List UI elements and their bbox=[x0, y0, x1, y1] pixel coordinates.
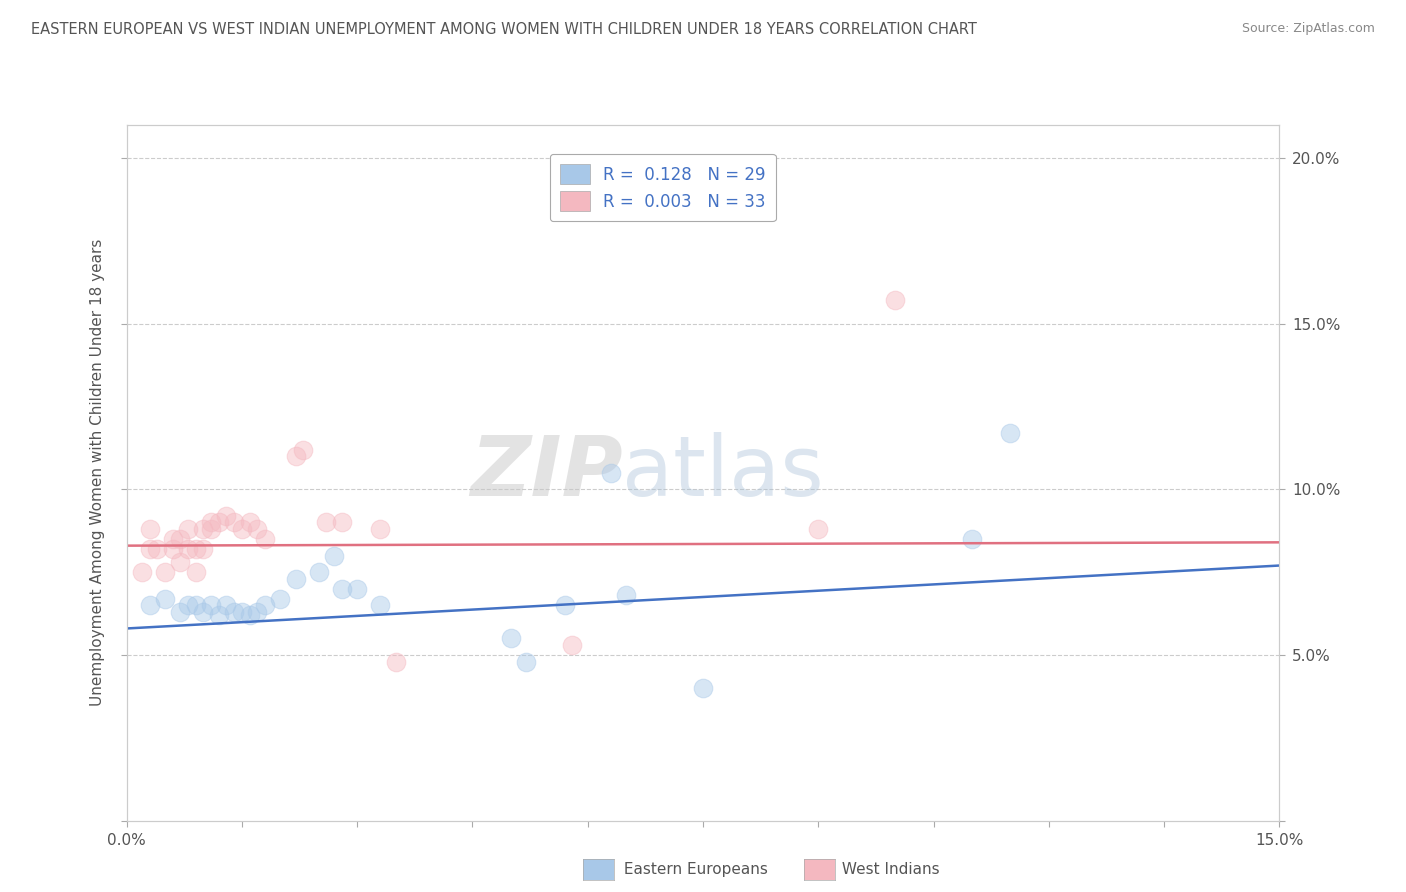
Point bbox=[169, 532, 191, 546]
Point bbox=[231, 605, 253, 619]
Point bbox=[384, 655, 406, 669]
Point bbox=[193, 522, 215, 536]
Point bbox=[193, 605, 215, 619]
Point bbox=[884, 293, 907, 308]
Point bbox=[162, 532, 184, 546]
Point bbox=[215, 508, 238, 523]
Point bbox=[253, 532, 276, 546]
Point bbox=[960, 532, 983, 546]
Point bbox=[200, 599, 222, 613]
Point bbox=[330, 516, 353, 530]
Point bbox=[499, 632, 522, 646]
Point bbox=[269, 591, 291, 606]
Point bbox=[138, 522, 160, 536]
Point bbox=[177, 599, 200, 613]
Point bbox=[215, 599, 238, 613]
Point bbox=[614, 588, 637, 602]
Point bbox=[330, 582, 353, 596]
Point bbox=[308, 565, 330, 579]
Point bbox=[692, 681, 714, 695]
Point bbox=[153, 591, 176, 606]
Point bbox=[200, 516, 222, 530]
Point bbox=[184, 565, 207, 579]
Point bbox=[200, 522, 222, 536]
Point bbox=[246, 605, 269, 619]
Point bbox=[224, 605, 246, 619]
Point bbox=[131, 565, 153, 579]
Point bbox=[238, 516, 260, 530]
Point bbox=[153, 565, 176, 579]
Point bbox=[162, 541, 184, 556]
Point bbox=[184, 599, 207, 613]
Point bbox=[599, 466, 621, 480]
Point bbox=[177, 522, 200, 536]
Text: EASTERN EUROPEAN VS WEST INDIAN UNEMPLOYMENT AMONG WOMEN WITH CHILDREN UNDER 18 : EASTERN EUROPEAN VS WEST INDIAN UNEMPLOY… bbox=[31, 22, 977, 37]
Text: atlas: atlas bbox=[623, 433, 824, 513]
Point bbox=[193, 541, 215, 556]
Point bbox=[346, 582, 368, 596]
Point bbox=[138, 541, 160, 556]
Text: Eastern Europeans: Eastern Europeans bbox=[619, 863, 768, 877]
Point bbox=[184, 541, 207, 556]
Point bbox=[238, 608, 260, 623]
Point bbox=[554, 599, 576, 613]
Point bbox=[315, 516, 337, 530]
Point bbox=[561, 638, 583, 652]
Point bbox=[177, 541, 200, 556]
Point bbox=[208, 608, 231, 623]
Text: ZIP: ZIP bbox=[470, 433, 623, 513]
Legend: R =  0.128   N = 29, R =  0.003   N = 33: R = 0.128 N = 29, R = 0.003 N = 33 bbox=[550, 154, 776, 221]
Point bbox=[138, 599, 160, 613]
Point bbox=[284, 572, 307, 586]
Text: Source: ZipAtlas.com: Source: ZipAtlas.com bbox=[1241, 22, 1375, 36]
Point bbox=[224, 516, 246, 530]
Point bbox=[146, 541, 169, 556]
Y-axis label: Unemployment Among Women with Children Under 18 years: Unemployment Among Women with Children U… bbox=[90, 239, 105, 706]
Point bbox=[246, 522, 269, 536]
Point bbox=[284, 449, 307, 463]
Point bbox=[169, 605, 191, 619]
Point bbox=[292, 442, 315, 457]
Point bbox=[208, 516, 231, 530]
Point bbox=[515, 655, 537, 669]
Point bbox=[169, 555, 191, 569]
Point bbox=[253, 599, 276, 613]
Point bbox=[323, 549, 346, 563]
Point bbox=[807, 522, 830, 536]
Point bbox=[231, 522, 253, 536]
Point bbox=[368, 522, 391, 536]
Text: West Indians: West Indians bbox=[837, 863, 939, 877]
Point bbox=[1000, 425, 1022, 440]
Point bbox=[368, 599, 391, 613]
